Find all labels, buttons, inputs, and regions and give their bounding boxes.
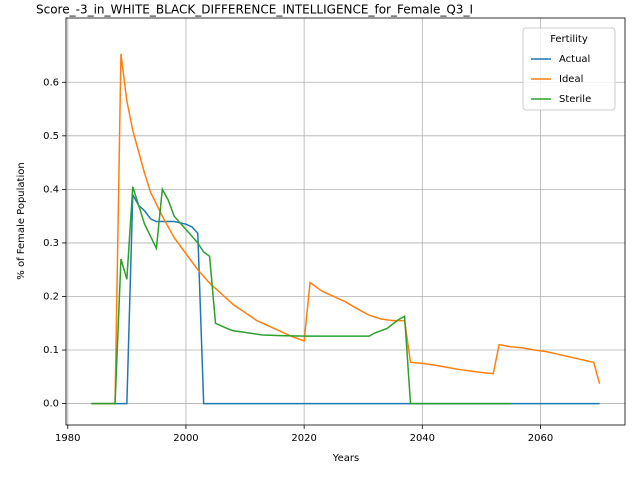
y-axis-label: % of Female Population	[16, 162, 27, 279]
chart-title: Score_-3_in_WHITE_BLACK_DIFFERENCE_INTEL…	[36, 3, 473, 17]
y-tick-label: 0.0	[43, 399, 59, 410]
legend-label: Actual	[559, 54, 590, 65]
line-series	[91, 191, 600, 405]
line-series	[91, 186, 511, 405]
x-tick-label: 2040	[410, 433, 435, 444]
legend-label: Sterile	[559, 94, 591, 105]
y-tick-label: 0.4	[43, 184, 59, 195]
legend-label: Ideal	[559, 74, 583, 85]
x-tick-label: 2000	[173, 433, 198, 444]
y-tick-label: 0.2	[43, 291, 59, 302]
legend-box	[522, 27, 616, 111]
x-tick-label: 2060	[528, 433, 553, 444]
legend-title: Fertility	[550, 34, 588, 45]
y-tick-label: 0.3	[43, 238, 59, 249]
x-axis-label: Years	[332, 453, 359, 464]
y-tick-label: 0.1	[43, 345, 59, 356]
plot-frame	[65, 17, 626, 426]
y-tick-label: 0.5	[43, 131, 59, 142]
y-tick-label: 0.6	[43, 77, 59, 88]
x-tick-label: 2020	[291, 433, 316, 444]
x-tick-label: 1980	[55, 433, 80, 444]
